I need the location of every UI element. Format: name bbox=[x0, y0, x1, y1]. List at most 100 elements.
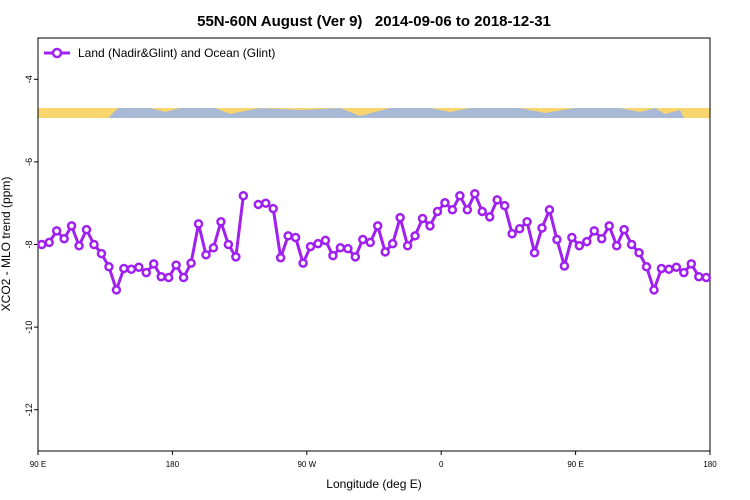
data-point bbox=[619, 224, 629, 235]
data-point bbox=[417, 213, 428, 224]
x-tick-label: 90 E bbox=[30, 460, 46, 469]
data-point bbox=[350, 252, 361, 262]
data-point bbox=[365, 237, 376, 248]
data-point bbox=[686, 259, 697, 269]
data-point bbox=[440, 198, 450, 208]
data-point bbox=[664, 264, 674, 275]
data-point bbox=[402, 240, 413, 251]
data-point bbox=[104, 262, 114, 272]
data-point bbox=[604, 221, 614, 231]
data-point bbox=[74, 240, 84, 251]
x-tick-label: 180 bbox=[703, 460, 717, 469]
data-point bbox=[148, 259, 159, 269]
data-point bbox=[380, 247, 390, 257]
data-point bbox=[298, 258, 308, 268]
map-strip bbox=[38, 108, 710, 118]
data-point bbox=[574, 240, 585, 251]
data-point bbox=[567, 232, 577, 243]
x-axis-label: Longitude (deg E) bbox=[326, 477, 421, 491]
data-point bbox=[216, 217, 226, 227]
data-point bbox=[537, 223, 547, 233]
data-point bbox=[462, 205, 473, 215]
data-point bbox=[596, 233, 607, 244]
data-point bbox=[283, 231, 293, 241]
data-point bbox=[313, 238, 323, 249]
y-tick-label: -4 bbox=[24, 75, 34, 83]
data-point bbox=[268, 203, 278, 214]
data-point bbox=[544, 205, 555, 215]
data-point bbox=[178, 272, 189, 283]
data-point bbox=[290, 232, 301, 243]
data-point bbox=[260, 198, 271, 208]
data-point bbox=[641, 262, 652, 272]
data-point bbox=[253, 199, 264, 210]
data-point bbox=[387, 238, 398, 249]
x-tick-label: 90 E bbox=[567, 460, 583, 469]
data-point bbox=[66, 221, 77, 231]
x-tick-label: 90 W bbox=[297, 460, 316, 469]
data-point bbox=[320, 235, 331, 246]
y-tick-label: -12 bbox=[24, 403, 34, 416]
data-point bbox=[582, 236, 592, 247]
data-point bbox=[372, 221, 383, 231]
data-point bbox=[208, 243, 219, 253]
data-point bbox=[447, 205, 458, 215]
data-point bbox=[522, 217, 532, 227]
data-point bbox=[156, 271, 166, 282]
data-point bbox=[425, 221, 435, 231]
data-point bbox=[552, 234, 562, 245]
data-point bbox=[141, 267, 152, 278]
data-point bbox=[193, 219, 204, 229]
data-point bbox=[343, 243, 353, 254]
chart-title: 55N-60N August (Ver 9) 2014-09-06 to 201… bbox=[197, 13, 551, 30]
legend-label: Land (Nadir&Glint) and Ocean (Glint) bbox=[78, 46, 275, 60]
x-tick-label: 180 bbox=[166, 460, 180, 469]
y-tick-label: -6 bbox=[24, 158, 34, 166]
data-point bbox=[201, 250, 211, 260]
data-point bbox=[96, 248, 107, 259]
data-point bbox=[186, 258, 196, 268]
data-point bbox=[231, 252, 241, 262]
data-point bbox=[694, 271, 704, 282]
data-point bbox=[559, 261, 570, 271]
data-point bbox=[484, 212, 495, 222]
data-point bbox=[649, 285, 659, 295]
data-point bbox=[335, 243, 346, 253]
data-point bbox=[477, 206, 488, 217]
data-point bbox=[671, 262, 682, 272]
data-point bbox=[634, 248, 644, 258]
data-point bbox=[81, 224, 92, 235]
data-point bbox=[126, 264, 137, 275]
data-point bbox=[410, 231, 420, 241]
data-point bbox=[51, 226, 62, 236]
data-point bbox=[507, 229, 517, 239]
data-point bbox=[89, 239, 99, 250]
data-point bbox=[275, 252, 286, 263]
data-point bbox=[59, 233, 69, 244]
data-point bbox=[679, 267, 689, 278]
data-point bbox=[134, 262, 144, 272]
data-point bbox=[223, 239, 234, 250]
data-point bbox=[36, 239, 47, 250]
data-point bbox=[119, 263, 129, 274]
data-point bbox=[358, 234, 368, 245]
data-point bbox=[455, 191, 465, 201]
data-point bbox=[44, 237, 54, 248]
data-point bbox=[171, 260, 181, 270]
data-point bbox=[589, 226, 600, 236]
data-point bbox=[701, 272, 712, 283]
data-point bbox=[238, 191, 249, 201]
legend-marker bbox=[51, 47, 63, 59]
y-axis-label: XCO2 - MLO trend (ppm) bbox=[0, 177, 13, 312]
data-point bbox=[305, 241, 316, 252]
data-point bbox=[328, 250, 338, 261]
data-point bbox=[514, 224, 525, 234]
y-tick-label: -8 bbox=[24, 240, 34, 248]
data-point bbox=[656, 263, 667, 274]
data-point bbox=[470, 188, 480, 199]
data-point bbox=[529, 248, 540, 258]
data-point bbox=[626, 239, 637, 250]
data-point bbox=[163, 272, 174, 283]
